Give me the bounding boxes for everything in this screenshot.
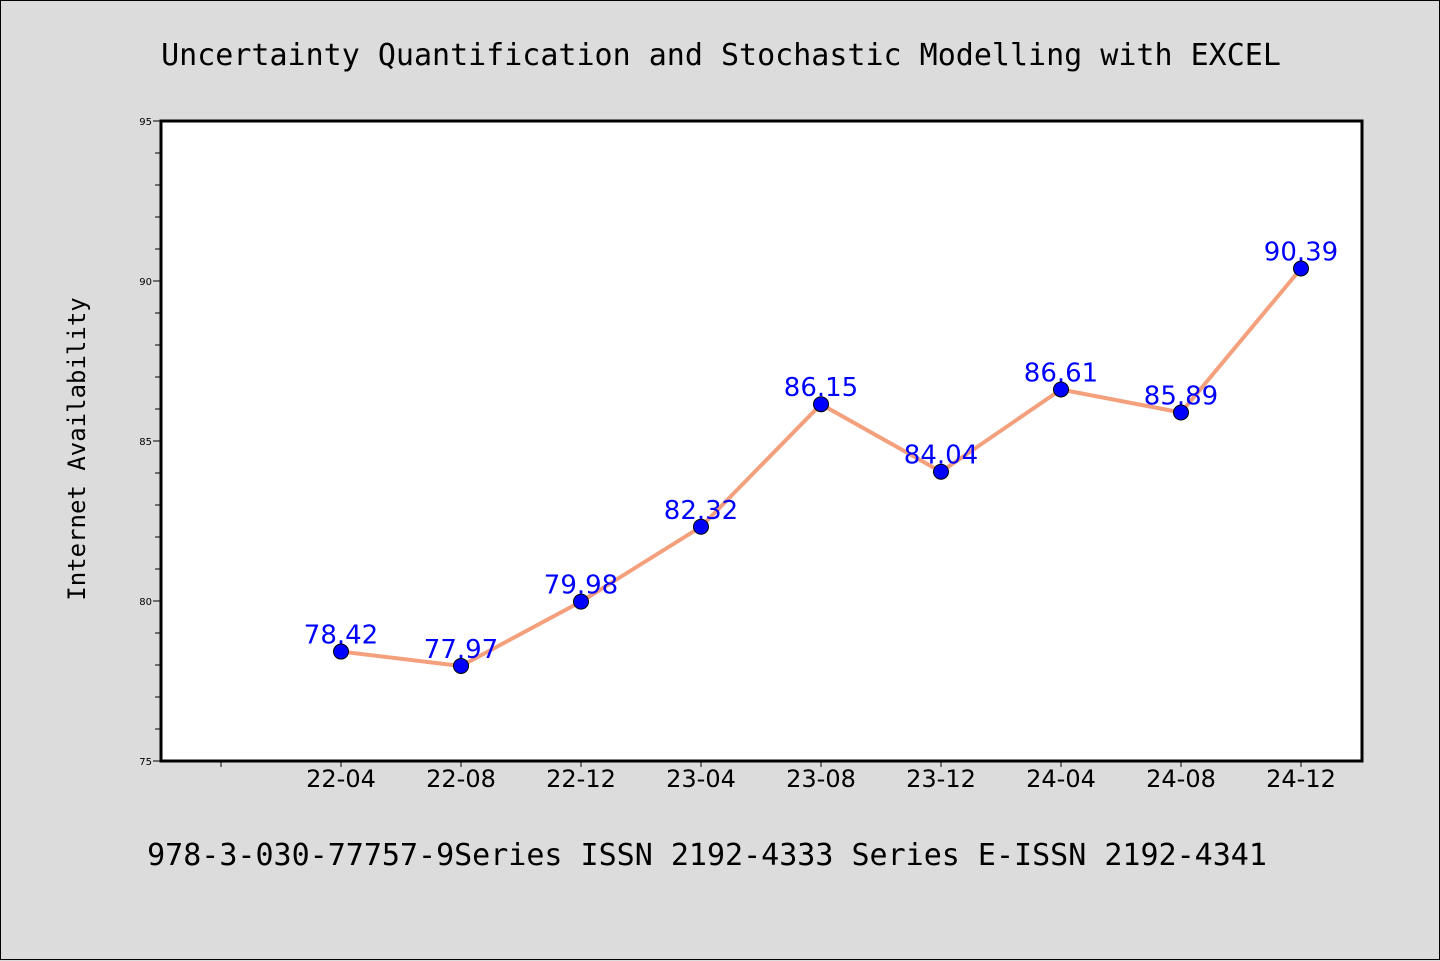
- y-axis-label: Internet Availability: [63, 297, 91, 600]
- plot-area: [161, 121, 1362, 761]
- x-tick-label: 22-12: [546, 765, 616, 793]
- y-tick-label: 90: [139, 277, 152, 288]
- data-label: 86.61: [1024, 358, 1098, 388]
- data-label: 78.42: [304, 621, 378, 651]
- data-label: 82.32: [664, 496, 738, 526]
- x-tick-label: 24-12: [1266, 765, 1336, 793]
- chart-title: Uncertainty Quantification and Stochasti…: [161, 38, 1281, 73]
- x-tick-label: 24-04: [1026, 765, 1096, 793]
- data-label: 86.15: [784, 373, 858, 403]
- series-internet-availability: 78.42 77.97 79.98 82.32 86.15 84.04 86.61 85.89…: [304, 238, 1338, 674]
- data-label: 85.89: [1144, 382, 1218, 412]
- data-point: [933, 463, 949, 480]
- data-point: [1173, 404, 1189, 421]
- x-tick-label: 22-04: [306, 765, 376, 793]
- data-label: 84.04: [904, 441, 978, 471]
- data-point: [1053, 381, 1069, 398]
- data-point: [573, 593, 589, 610]
- data-point: [693, 518, 709, 535]
- x-tick-label: 23-12: [906, 765, 976, 793]
- data-label: 90.39: [1264, 238, 1338, 268]
- y-tick-label: 75: [139, 757, 152, 768]
- y-tick-label: 80: [139, 597, 152, 608]
- data-point: [813, 396, 829, 413]
- x-tick-label: 24-08: [1146, 765, 1216, 793]
- y-tick-label: 85: [139, 437, 152, 448]
- plot-border: [159, 119, 1364, 763]
- x-tick-label: 22-08: [426, 765, 496, 793]
- data-point: [453, 657, 469, 674]
- y-tick-label: 95: [139, 117, 152, 128]
- data-point: [333, 643, 349, 660]
- x-tick-label: 23-08: [786, 765, 856, 793]
- data-point: [1293, 260, 1309, 277]
- footer-text: 978-3-030-77757-9Series ISSN 2192-4333 S…: [147, 838, 1267, 873]
- y-axis: 75 80 85 90 95: [139, 117, 161, 768]
- data-label: 77.97: [424, 635, 498, 665]
- x-axis: 22-04 22-08 22-12 23-04 23-08 23-12 24-04 24-08…: [220, 761, 1336, 793]
- x-tick-label: 23-04: [666, 765, 736, 793]
- data-label: 79.98: [544, 571, 618, 601]
